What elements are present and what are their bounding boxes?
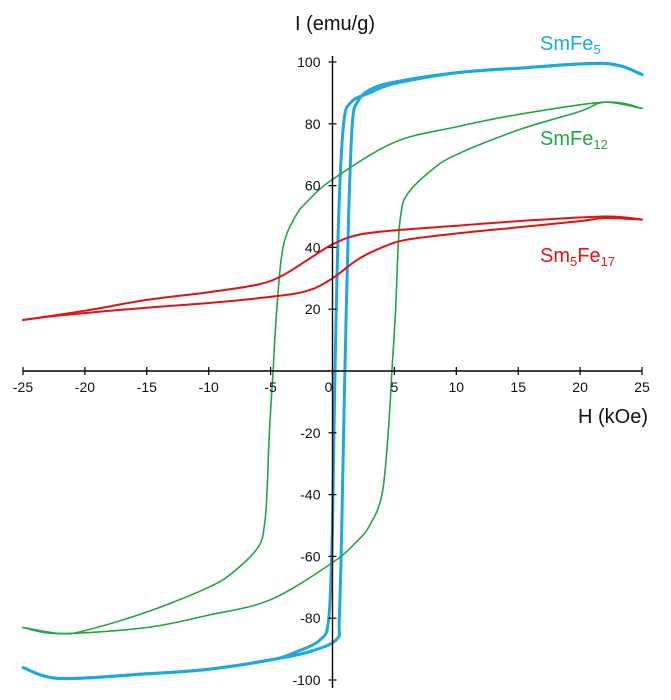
- y-tick-label: -20: [300, 425, 320, 441]
- x-tick-label: -20: [75, 379, 95, 395]
- y-tick-label: -80: [300, 610, 320, 626]
- series-label-smfe12-main: SmFe: [540, 128, 593, 150]
- x-tick-label: 25: [634, 379, 650, 395]
- series-label-smfe5: SmFe5: [540, 33, 601, 57]
- x-tick-label: 15: [510, 379, 526, 395]
- x-tick-label: -10: [199, 379, 219, 395]
- y-tick-label: 20: [305, 301, 321, 317]
- x-tick-label: -5: [264, 379, 277, 395]
- series-label-sm5fe17: Sm5Fe17: [540, 245, 615, 269]
- x-tick-label: 20: [572, 379, 588, 395]
- y-axis-title: I (emu/g): [295, 13, 375, 35]
- y-tick-label: -60: [300, 548, 320, 564]
- ticks-layer: -25 -20 -15 -10 -5 0 5 10 15 20 25 100 80 60 40 20 -20 -4…: [13, 54, 650, 688]
- series-label-sm5fe17-main: Sm: [540, 245, 570, 267]
- y-tick-label: -40: [300, 487, 320, 503]
- x-tick-label: -25: [13, 379, 33, 395]
- x-tick-label: -15: [137, 379, 157, 395]
- x-tick-label: 10: [449, 379, 465, 395]
- y-tick-label: 60: [305, 178, 321, 194]
- y-tick-label: -100: [292, 672, 320, 688]
- series-line-sm5fe17-descending: [22, 215, 643, 321]
- series-label-smfe12: SmFe12: [540, 128, 608, 152]
- y-tick-label: 100: [297, 54, 321, 70]
- series-label-sm5fe17-mid: 5: [570, 254, 577, 269]
- x-tick-label: 5: [391, 379, 399, 395]
- series-label-smfe5-main: SmFe: [540, 33, 593, 55]
- x-tick-label: 0: [325, 379, 333, 395]
- series-label-smfe12-sub: 12: [593, 137, 607, 152]
- y-tick-label: 40: [305, 239, 321, 255]
- labels-layer: I (emu/g) H (kOe) SmFe5 SmFe12 Sm5Fe17: [295, 13, 648, 428]
- series-line-sm5fe17-ascending: [22, 216, 643, 321]
- series-label-smfe5-sub: 5: [593, 42, 600, 57]
- series-label-sm5fe17-sub: 17: [601, 254, 615, 269]
- y-tick-label: 80: [305, 116, 321, 132]
- x-axis-title: H (kOe): [578, 406, 648, 428]
- series-label-sm5fe17-end: Fe: [577, 245, 600, 267]
